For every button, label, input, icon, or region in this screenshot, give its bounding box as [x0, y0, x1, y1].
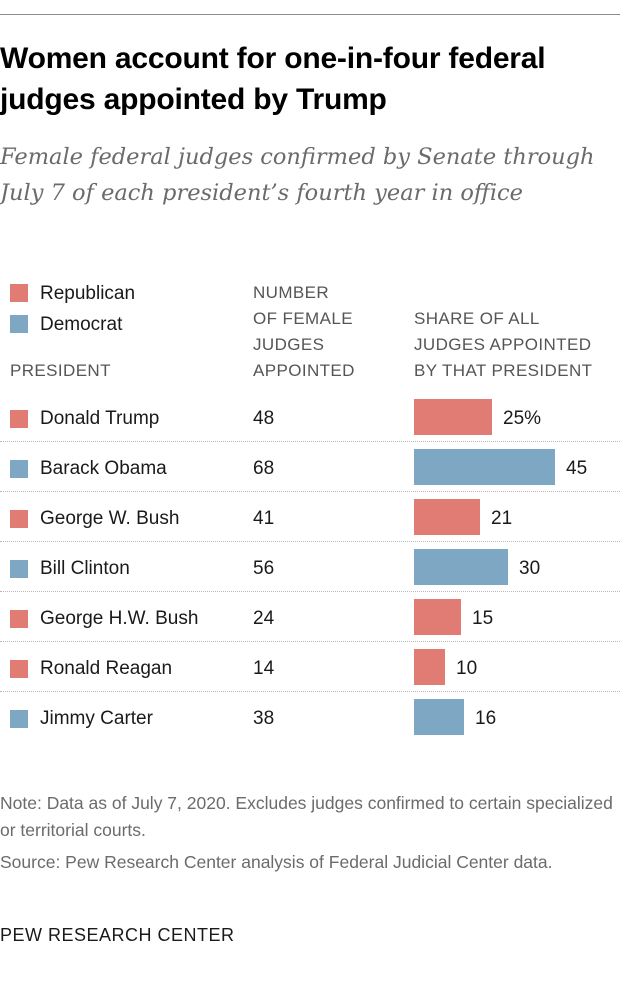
row-divider	[0, 441, 620, 442]
share-bar	[414, 599, 461, 635]
row-divider	[0, 591, 620, 592]
party-swatch-republican	[10, 660, 28, 678]
president-name: George H.W. Bush	[40, 608, 199, 629]
table-row: Barack Obama 68 45	[0, 442, 620, 492]
chart-subtitle: Female federal judges confirmed by Senat…	[0, 144, 595, 206]
party-swatch-democrat	[10, 710, 28, 728]
table-row: Donald Trump 48 25%	[0, 392, 620, 442]
share-value-label: 30	[519, 558, 541, 579]
female-judge-count: 48	[253, 408, 275, 429]
legend-swatch-democrat	[10, 315, 28, 333]
president-name: Barack Obama	[40, 458, 167, 479]
party-swatch-republican	[10, 610, 28, 628]
share-value-label: 21	[491, 508, 513, 529]
president-name: Donald Trump	[40, 408, 160, 429]
party-swatch-republican	[10, 510, 28, 528]
table-row: Jimmy Carter 38 16	[0, 692, 620, 742]
party-swatch-republican	[10, 410, 28, 428]
president-name: Ronald Reagan	[40, 658, 173, 679]
chart-note: Note: Data as of July 7, 2020. Excludes …	[0, 793, 613, 840]
president-name: George W. Bush	[40, 508, 180, 529]
share-bar	[414, 499, 480, 535]
column-header-president: PRESIDENT	[10, 361, 111, 380]
share-bar	[414, 649, 445, 685]
share-bar	[414, 699, 464, 735]
legend-label: Democrat	[40, 314, 123, 335]
female-judge-count: 38	[253, 708, 275, 729]
table-row: Ronald Reagan 14 10	[0, 642, 620, 692]
column-header-share: SHARE OF ALL JUDGES APPOINTED BY THAT PR…	[414, 309, 593, 380]
female-judge-count: 68	[253, 458, 275, 479]
chart-title: Women account for one-in-four federal ju…	[0, 42, 546, 116]
party-swatch-democrat	[10, 560, 28, 578]
row-divider	[0, 541, 620, 542]
female-judge-count: 24	[253, 608, 275, 629]
legend-swatch-republican	[10, 284, 28, 302]
share-value-label: 16	[475, 708, 497, 729]
president-name: Bill Clinton	[40, 558, 130, 579]
share-bar	[414, 399, 492, 435]
share-value-label: 10	[456, 658, 478, 679]
row-divider	[0, 641, 620, 642]
chart-source: Source: Pew Research Center analysis of …	[0, 852, 553, 872]
share-bar	[414, 449, 555, 485]
female-judge-count: 56	[253, 558, 275, 579]
share-value-label: 25%	[503, 408, 542, 429]
table-row: Bill Clinton 56 30	[0, 542, 620, 592]
share-bar	[414, 549, 508, 585]
top-rule	[0, 14, 620, 15]
president-name: Jimmy Carter	[40, 708, 153, 729]
row-divider	[0, 491, 620, 492]
share-value-label: 45	[566, 458, 588, 479]
party-swatch-democrat	[10, 460, 28, 478]
column-header-number: NUMBER OF FEMALE JUDGES APPOINTED	[253, 283, 355, 380]
table-row: George W. Bush 41 21	[0, 492, 620, 542]
female-judge-count: 14	[253, 658, 275, 679]
brand-logo-text: PEW RESEARCH CENTER	[0, 925, 235, 945]
row-divider	[0, 691, 620, 692]
share-value-label: 15	[472, 608, 494, 629]
female-judge-count: 41	[253, 508, 275, 529]
legend-label: Republican	[40, 283, 136, 304]
table-row: George H.W. Bush 24 15	[0, 592, 620, 642]
